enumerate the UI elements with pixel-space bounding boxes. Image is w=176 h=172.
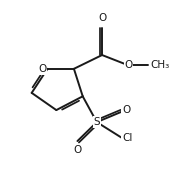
Text: Cl: Cl [122, 133, 133, 143]
Text: O: O [122, 105, 131, 115]
Text: CH₃: CH₃ [150, 60, 170, 70]
Text: S: S [93, 117, 100, 127]
Text: O: O [73, 145, 81, 155]
Text: O: O [124, 60, 133, 70]
Text: O: O [98, 13, 106, 23]
Text: O: O [38, 64, 47, 74]
